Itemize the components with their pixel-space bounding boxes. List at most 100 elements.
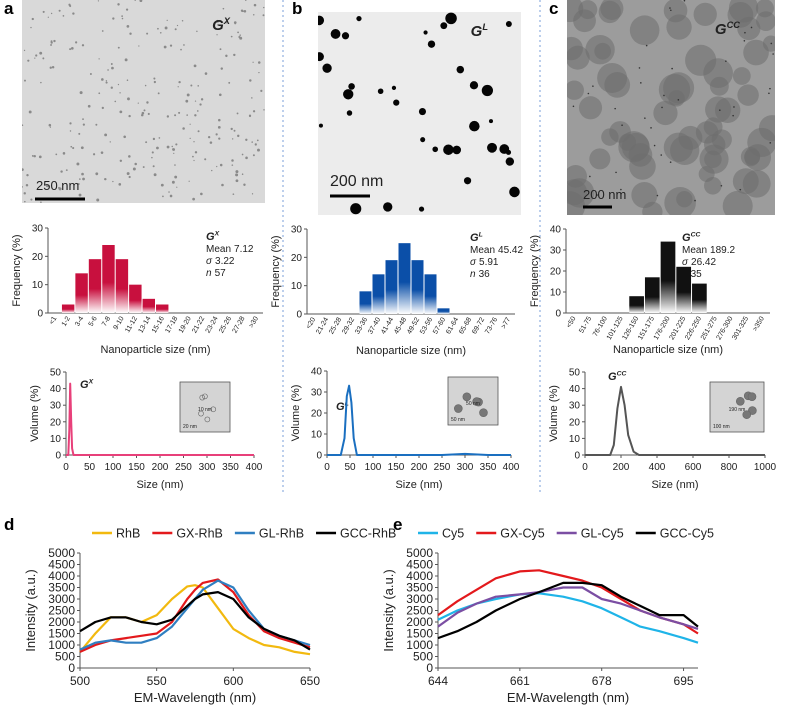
y-tick-label: 20 xyxy=(550,267,562,278)
inset-particle xyxy=(462,392,472,402)
texture-dot xyxy=(663,94,665,97)
label-sup: X xyxy=(214,231,220,238)
texture-dot xyxy=(194,100,197,102)
texture-dot xyxy=(111,66,114,70)
texture-dot xyxy=(109,141,111,143)
particle xyxy=(332,30,337,35)
particle xyxy=(322,63,332,73)
texture-dot xyxy=(31,155,34,157)
texture-dot xyxy=(163,45,167,49)
texture-dot xyxy=(644,117,646,119)
texture-dot xyxy=(694,199,696,202)
texture-dot xyxy=(188,180,190,182)
texture-dot xyxy=(112,180,114,183)
texture-dot xyxy=(225,21,228,24)
texture-dot xyxy=(243,183,246,186)
texture-dot xyxy=(769,142,772,144)
texture-dot xyxy=(166,145,170,149)
x-tick-label: 300 xyxy=(457,462,474,473)
particle xyxy=(693,2,717,27)
texture-dot xyxy=(96,198,100,202)
label-sup: L xyxy=(479,232,483,239)
y-tick-label: 30 xyxy=(291,225,303,236)
particle xyxy=(670,135,700,166)
texture-dot xyxy=(252,110,256,113)
stat-symbol: σ xyxy=(206,256,213,267)
texture-dot xyxy=(28,110,32,114)
bar xyxy=(660,241,676,313)
texture-dot xyxy=(180,48,182,51)
inset-particle xyxy=(742,410,752,419)
texture-dot xyxy=(128,175,131,179)
texture-dot xyxy=(166,115,170,118)
x-tick-label: 76-100 xyxy=(592,315,609,337)
particle xyxy=(744,148,761,165)
texture-dot xyxy=(241,153,244,156)
legend-label: GX-Cy5 xyxy=(500,527,545,541)
y-tick-label: 40 xyxy=(311,367,323,378)
bar xyxy=(61,304,75,313)
texture-dot xyxy=(253,3,257,7)
texture-dot xyxy=(97,0,100,2)
texture-dot xyxy=(25,184,29,187)
x-tick-label: 550 xyxy=(147,674,167,688)
stat: n 57 xyxy=(206,268,226,279)
texture-dot xyxy=(81,44,85,47)
texture-dot xyxy=(30,198,33,201)
texture-dot xyxy=(173,152,175,155)
particle xyxy=(722,190,753,215)
texture-dot xyxy=(230,127,233,131)
legend-label: RhB xyxy=(116,527,140,541)
texture-dot xyxy=(104,177,107,181)
texture-dot xyxy=(126,25,130,28)
texture-dot xyxy=(75,41,78,44)
texture-dot xyxy=(249,79,252,82)
y-tick-label: 30 xyxy=(311,388,323,399)
particle xyxy=(445,12,457,25)
inset-particle xyxy=(210,406,217,413)
x-axis-title: Size (nm) xyxy=(136,479,183,491)
texture-dot xyxy=(112,17,115,20)
line xyxy=(585,385,765,456)
texture-dot xyxy=(245,156,248,160)
texture-dot xyxy=(650,127,652,129)
texture-dot xyxy=(107,69,109,71)
particle xyxy=(703,117,723,137)
particle xyxy=(663,0,688,23)
texture-dot xyxy=(139,0,143,3)
texture-dot xyxy=(234,22,237,25)
x-tick-label: 250 xyxy=(175,462,192,473)
particle xyxy=(509,186,520,198)
y-tick-label: 0 xyxy=(55,451,61,462)
particle xyxy=(418,108,427,116)
line xyxy=(437,586,699,630)
texture-dot xyxy=(240,9,244,12)
texture-dot xyxy=(95,123,98,126)
label-sup: CC xyxy=(727,20,741,30)
particle xyxy=(452,145,462,155)
texture-dot xyxy=(237,31,239,34)
x-axis-title: Nanoparticle size (nm) xyxy=(100,344,210,356)
inset-particle xyxy=(202,393,208,400)
y-axis-title: Volume (%) xyxy=(548,385,560,442)
bar xyxy=(692,283,707,313)
x-tick-label: >77 xyxy=(500,316,512,330)
texture-dot xyxy=(217,125,221,129)
y-tick-label: 4500 xyxy=(406,558,433,572)
x-tick-label: 0 xyxy=(324,462,330,473)
texture-dot xyxy=(263,6,265,9)
x-tick-label: <50 xyxy=(566,315,578,329)
texture-dot xyxy=(153,80,156,84)
texture-dot xyxy=(68,3,71,6)
texture-dot xyxy=(121,17,124,20)
y-tick-label: 0 xyxy=(68,661,75,675)
legend-label: GCC-RhB xyxy=(340,527,396,541)
bar xyxy=(398,243,411,314)
inset-particle xyxy=(198,410,204,417)
texture-dot xyxy=(138,45,140,47)
texture-dot xyxy=(157,27,159,30)
texture-dot xyxy=(27,59,30,62)
x-tick-label: 650 xyxy=(300,674,320,688)
texture-dot xyxy=(204,158,207,161)
texture-dot xyxy=(172,148,176,151)
